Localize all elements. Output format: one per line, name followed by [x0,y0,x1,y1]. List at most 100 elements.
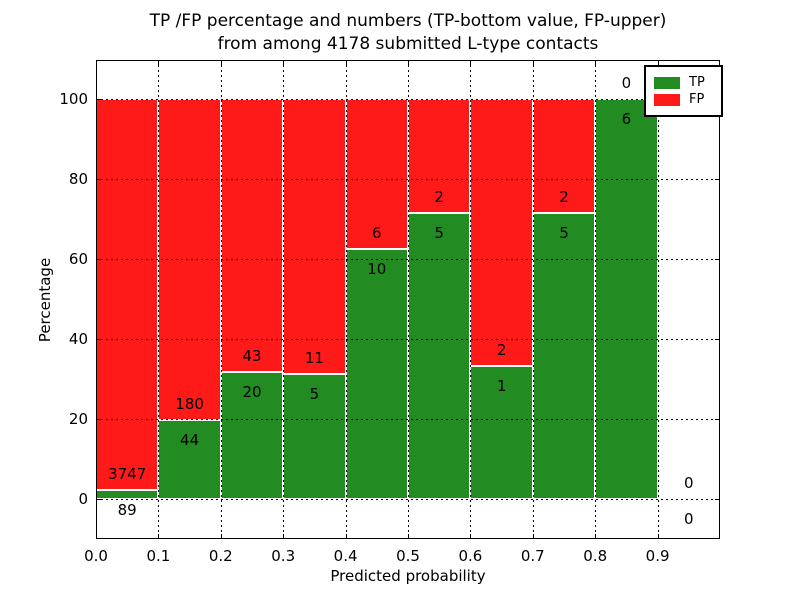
legend-entry: FP [654,92,716,107]
chart-title-line2: from among 4178 submitted L-type contact… [217,34,599,54]
tp-count-label: 0 [684,510,694,528]
bar-fp-segment [220,99,284,373]
fp-legend-swatch [654,93,680,106]
fp-count-label: 43 [242,347,262,366]
y-tick-label: 0 [78,490,88,508]
x-tick-label: 0.8 [583,547,608,565]
chart-title: TP /FP percentage and numbers (TP-bottom… [96,10,720,56]
x-tick-bottom [657,534,659,539]
plot-area: 3747 89 180 44 43 20 11 5 6 10 2 5 2 1 2 5 0 6 0 0 [96,60,720,539]
x-axis-label: Predicted probability [330,567,486,585]
y-tick-left [96,499,101,500]
bar-fp-segment [283,99,346,374]
gridline-vertical [220,60,222,539]
y-tick-right [715,419,720,420]
x-tick-top [657,60,659,65]
tp-count-label: 44 [180,431,200,450]
x-tick-top [345,60,347,65]
bar-tp-segment [96,489,159,499]
legend-entry: TP [654,75,716,90]
x-tick-top [595,60,597,65]
y-tick-label: 60 [68,250,88,268]
y-tick-left [96,99,101,100]
tp-count-label: 10 [367,260,387,278]
y-tick-label: 40 [68,330,88,348]
y-tick-right [715,499,720,500]
x-tick-label: 0.4 [333,547,358,565]
x-tick-bottom [220,534,222,539]
x-tick-bottom [283,534,285,539]
y-tick-right [715,259,720,260]
bar-tp-segment [283,374,346,499]
bar-tp-segment [408,213,471,499]
y-tick-right [715,179,720,180]
fp-count-label: 0 [621,74,632,92]
fp-count-label: 11 [304,349,324,367]
x-tick-top [470,60,472,65]
gridline-vertical [158,60,160,539]
x-tick-label: 0.2 [208,547,233,565]
gridline-horizontal [96,499,720,500]
x-tick-bottom [595,534,597,539]
x-tick-top [283,60,285,65]
y-tick-label: 80 [68,170,88,188]
fp-count-label: 2 [496,340,507,359]
gridline-vertical [657,60,659,539]
tp-count-label: 5 [309,385,320,403]
legend: TP FP [644,65,723,117]
x-tick-bottom [158,534,160,539]
x-tick-label: 0.1 [146,547,171,565]
tp-count-label: 5 [434,224,444,243]
gridline-vertical [532,60,534,539]
gridline-horizontal [96,179,720,180]
bar-tp-segment [532,213,596,499]
legend-entry-label: FP [689,92,705,107]
legend-entry-label: TP [689,75,705,90]
chart-title-line1: TP /FP percentage and numbers (TP-bottom… [149,11,667,31]
fp-count-label: 6 [372,224,382,242]
x-tick-bottom [532,534,534,539]
y-tick-right [715,339,720,340]
fp-count-label: 3747 [108,464,147,483]
x-tick-label: 0.9 [645,547,670,565]
gridline-horizontal [96,99,720,100]
x-tick-bottom [345,534,347,539]
x-tick-label: 0.5 [396,547,420,565]
tp-count-label: 6 [621,110,632,128]
tp-count-label: 20 [242,383,262,402]
tp-count-label: 5 [559,224,569,243]
fp-count-label: 2 [434,188,444,207]
gridline-vertical [470,60,472,539]
y-tick-left [96,339,101,340]
y-tick-left [96,419,101,420]
fp-count-label: 0 [684,474,694,492]
gridline-horizontal [96,419,720,420]
bar-fp-segment [96,99,159,490]
y-tick-left [96,259,101,260]
gridline-horizontal [96,339,720,340]
tp-legend-swatch [654,76,680,89]
gridline-vertical [595,60,597,539]
fp-count-label: 2 [559,188,569,207]
bar-tp-segment [345,249,408,499]
x-tick-top [532,60,534,65]
x-tick-top [158,60,160,65]
x-tick-label: 0.3 [271,547,296,565]
tp-count-label: 1 [496,376,507,395]
x-tick-top [220,60,222,65]
x-tick-label: 0.7 [520,547,545,565]
bar-fp-segment [470,99,533,366]
bar-tp-segment [595,99,658,499]
x-tick-label: 0.6 [458,547,483,565]
tp-count-label: 89 [117,500,137,519]
gridline-horizontal [96,259,720,260]
fp-count-label: 180 [175,395,204,414]
gridline-vertical [408,60,409,539]
x-tick-bottom [408,534,409,539]
gridline-vertical [283,60,285,539]
y-tick-label: 20 [68,410,88,428]
x-tick-top [408,60,409,65]
y-tick-left [96,179,101,180]
x-tick-top [96,60,97,65]
